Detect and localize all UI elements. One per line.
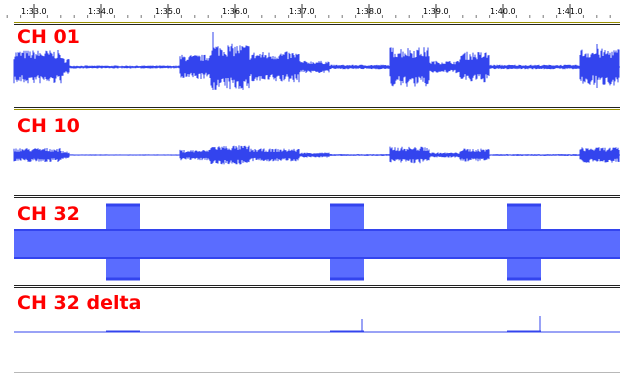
track-label-ch-10: CH 10	[17, 115, 80, 137]
track-ch-10[interactable]: CH 10	[0, 107, 622, 195]
ruler-tick-label: 1:40.0	[490, 7, 516, 16]
track-separator	[14, 107, 620, 110]
bottom-border	[14, 372, 620, 373]
track-ch-32-delta[interactable]: CH 32 delta	[0, 285, 622, 370]
ruler-tick-label: 1:33.0	[21, 7, 47, 16]
waveform-ch-32-burst	[330, 205, 364, 280]
waveform-ch-32-burst	[106, 205, 140, 280]
track-label-ch-01: CH 01	[17, 26, 80, 48]
ruler-tick-label: 1:34.0	[88, 7, 114, 16]
ruler-tick-label: 1:41.0	[557, 7, 583, 16]
ruler-tick-label: 1:39.0	[423, 7, 449, 16]
ruler-tick-label: 1:36.0	[222, 7, 248, 16]
track-ch-32[interactable]: CH 32	[0, 195, 622, 287]
ruler-tick-label: 1:38.0	[356, 7, 382, 16]
track-separator	[14, 22, 620, 25]
waveform-ch-32[interactable]	[0, 195, 622, 287]
track-ch-01[interactable]: CH 01	[0, 22, 622, 110]
waveform-ch-32-delta[interactable]	[0, 285, 622, 370]
waveform-ch-10[interactable]	[0, 107, 622, 195]
time-ruler[interactable]: 1:33.0 1:34.0 1:35.0 1:36.0 1:37.0 1:38.0 1:39…	[0, 0, 622, 20]
time-ruler-graphic: 1:33.0 1:34.0 1:35.0 1:36.0 1:37.0 1:38.0 1:39…	[6, 4, 611, 18]
waveform-ch-32-burst	[507, 205, 541, 280]
track-separator	[14, 195, 620, 198]
ruler-tick-label: 1:37.0	[289, 7, 315, 16]
track-separator	[14, 285, 620, 288]
ruler-tick-label: 1:35.0	[155, 7, 181, 16]
waveform-ch-01[interactable]	[0, 22, 622, 110]
track-label-ch-32: CH 32	[17, 203, 80, 225]
track-label-ch-32-delta: CH 32 delta	[17, 292, 142, 314]
